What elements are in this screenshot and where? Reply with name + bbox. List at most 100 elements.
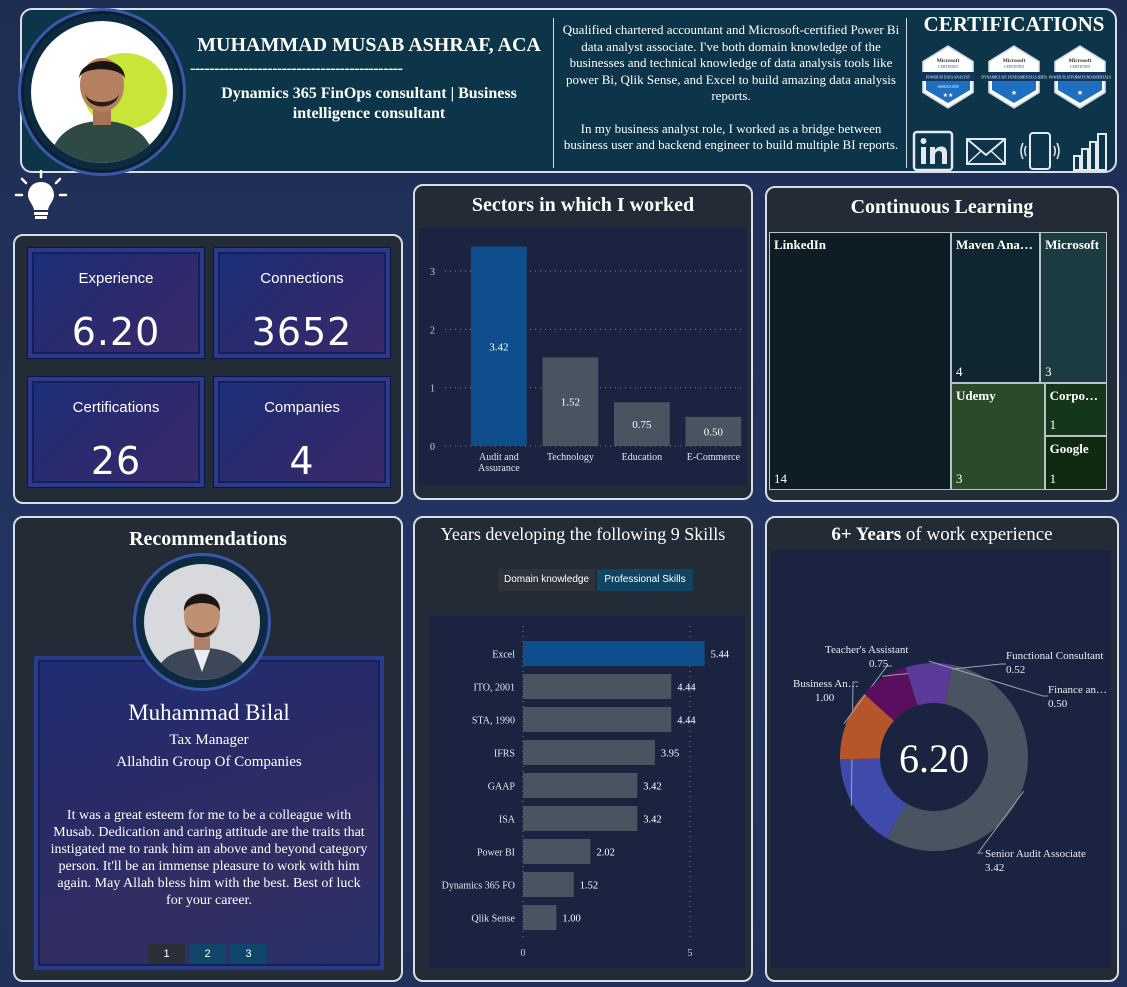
kpi-value: 3652 — [251, 310, 353, 354]
certifications-title: CERTIFICATIONS — [923, 12, 1105, 36]
skills-bar-chart: 0 5 Excel 5.44 ITO, 2001 4.44 STA, 1990 4.44 IFR… — [442, 626, 730, 959]
data-label: 2.02 — [596, 848, 614, 859]
learning-card: Continuous Learning LinkedIn 14 Maven Ana…… — [765, 186, 1119, 502]
treemap-cell[interactable]: Corpo… 1 — [1044, 382, 1107, 437]
recommender-name: Muhammad Bilal — [128, 700, 290, 725]
treemap-cell[interactable]: Udemy 3 — [951, 382, 1045, 490]
badge-brand: Microsoft — [1003, 58, 1026, 64]
treemap-cell[interactable]: Maven Ana… 4 — [951, 232, 1041, 383]
bar[interactable] — [614, 402, 670, 446]
experience-title-bold: 6+ Years — [831, 524, 902, 545]
bar[interactable] — [523, 707, 672, 732]
bar[interactable] — [523, 905, 557, 930]
x-tick-label: Technology — [547, 452, 594, 463]
bar[interactable] — [523, 740, 655, 765]
y-tick-label: 2 — [430, 325, 435, 336]
bar[interactable] — [542, 357, 599, 446]
kpi-label: Experience — [78, 270, 154, 287]
slice-value: 1.00 — [815, 692, 835, 704]
profile-name: MUHAMMAD MUSAB ASHRAF, ACA — [197, 34, 541, 56]
treemap-cell[interactable]: Google 1 — [1044, 436, 1107, 490]
treemap-cell[interactable]: Microsoft 3 — [1040, 232, 1107, 383]
leader-line — [850, 681, 858, 806]
badge-certified: CERTIFIED — [1004, 64, 1024, 69]
badge-certified: CERTIFIED — [938, 64, 958, 69]
phone-icon[interactable] — [1020, 132, 1060, 170]
badge-certified: CERTIFIED — [1070, 64, 1090, 69]
data-label: 1.52 — [561, 397, 580, 409]
bar[interactable] — [523, 839, 591, 864]
sectors-card: Sectors in which I worked 0 1 2 3 3.42 Audit … — [413, 184, 753, 500]
page-button-2[interactable]: 2 — [189, 944, 226, 964]
social-links — [912, 130, 1116, 172]
donut-slice[interactable] — [886, 664, 1028, 851]
toggle-button[interactable]: Professional Skills — [597, 569, 693, 591]
bar[interactable] — [523, 641, 705, 666]
treemap-label: Google — [1049, 441, 1089, 457]
bar[interactable] — [471, 246, 527, 446]
bio-paragraph-2: In my business analyst role, I worked as… — [563, 120, 899, 153]
y-tick-label: ITO, 2001 — [474, 683, 515, 694]
mail-icon[interactable] — [966, 138, 1006, 165]
skills-toggle-group: Domain knowledge Professional Skills — [498, 569, 698, 591]
kpi-connections: Connections 3652 — [214, 248, 390, 358]
kpi-label: Connections — [260, 270, 344, 287]
toggle-button[interactable]: Domain knowledge — [498, 569, 595, 591]
data-label: 4.44 — [677, 716, 696, 727]
donut-slice[interactable] — [864, 667, 918, 721]
badge-level: ASSOCIATE — [937, 84, 959, 89]
bar[interactable] — [523, 773, 638, 798]
treemap-value: 14 — [774, 471, 787, 486]
y-tick-label: IFRS — [494, 749, 515, 760]
recommender-company: Allahdin Group Of Companies — [116, 754, 302, 770]
donut-slice[interactable] — [905, 663, 953, 706]
bar[interactable] — [523, 872, 574, 897]
powerbi-icon[interactable] — [1073, 133, 1107, 171]
profile-header: MUHAMMAD MUSAB ASHRAF, ACA -------------… — [20, 8, 1117, 173]
slice-label: Functional Consultant — [1006, 650, 1103, 662]
page-button-1[interactable]: 1 — [148, 944, 185, 964]
y-tick-label: 3 — [430, 267, 435, 278]
recommender-photo — [144, 564, 260, 680]
certification-badges: Microsoft CERTIFIED POWER BI DATA ANALYST A… — [916, 44, 1116, 110]
experience-card: 6+ Years of work experience Senior Audit… — [765, 516, 1119, 982]
donut-center-value: 6.20 — [899, 736, 969, 781]
experience-donut-chart: Senior Audit Associate 3.42 Business An… 1.… — [793, 644, 1107, 874]
data-label: 1.00 — [562, 914, 580, 925]
kpi-label: Certifications — [72, 399, 160, 416]
treemap-label: Udemy — [956, 387, 996, 403]
skills-title: Years developing the following 9 Skills — [440, 524, 726, 544]
treemap-cell[interactable]: LinkedIn 14 — [769, 232, 951, 490]
bar[interactable] — [523, 674, 672, 699]
bio-text: Qualified chartered accountant and Micro… — [560, 22, 902, 154]
header-separator — [553, 18, 554, 168]
bar[interactable] — [685, 416, 742, 446]
donut-slice[interactable] — [840, 758, 907, 839]
lightbulb-icon — [14, 169, 68, 219]
name-divider: ----------------------------------------… — [190, 60, 403, 77]
linkedin-icon[interactable] — [912, 130, 954, 172]
slice-value: 0.52 — [1006, 664, 1025, 676]
badge-brand: Microsoft — [1069, 58, 1092, 64]
data-label: 1.52 — [580, 881, 598, 892]
skills-plot-area: 0 5 Excel 5.44 ITO, 2001 4.44 STA, 1990 4.44 IFR… — [429, 616, 745, 968]
badge-name: POWER BI DATA ANALYST — [926, 76, 971, 80]
profile-role: Dynamics 365 FinOps consultant | Busines… — [221, 85, 517, 122]
recommender-avatar — [133, 553, 271, 691]
slice-value: 0.75 — [869, 658, 889, 670]
treemap-value: 4 — [956, 363, 963, 379]
bar[interactable] — [523, 806, 638, 831]
data-label: 3.42 — [643, 815, 661, 826]
data-label: 4.44 — [677, 683, 696, 694]
page-button-3[interactable]: 3 — [230, 944, 267, 964]
badge-star-icon: ★ — [1077, 89, 1083, 97]
skills-card: Years developing the following 9 Skills … — [413, 516, 753, 982]
y-tick-label: Qlik Sense — [471, 914, 515, 925]
data-label: 3.95 — [661, 749, 679, 760]
y-tick-label: 0 — [430, 442, 435, 453]
data-label: 3.42 — [643, 782, 661, 793]
